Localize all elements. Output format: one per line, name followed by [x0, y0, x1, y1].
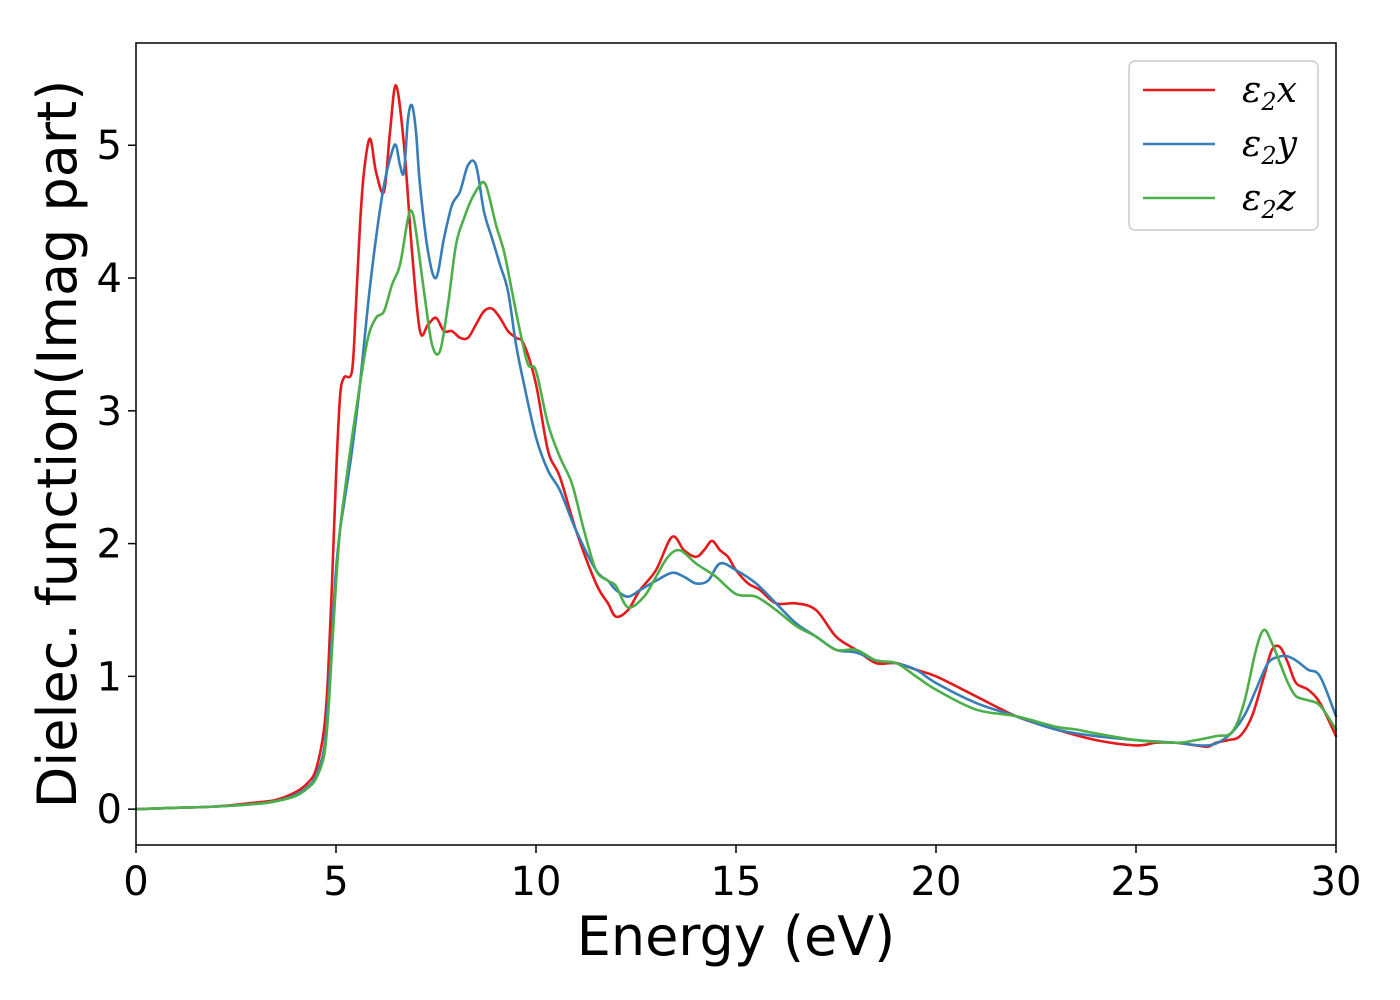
x-tick-label: 25: [1111, 859, 1162, 905]
series-line-z: [134, 180, 1338, 811]
legend: ε2x ε2y ε2z: [1128, 60, 1319, 231]
x-tick-label: 10: [511, 859, 562, 905]
legend-entries: ε2x ε2y ε2z: [1143, 70, 1298, 224]
legend-box: [1128, 60, 1319, 231]
x-tick-label: 20: [911, 859, 962, 905]
x-tick-label: 15: [711, 859, 762, 905]
y-tick-label: 5: [97, 123, 122, 169]
series-layer: [134, 84, 1338, 811]
legend-label-y: ε2y: [1242, 124, 1298, 170]
y-tick-label: 1: [97, 654, 122, 700]
x-tick-label: 0: [123, 859, 148, 905]
y-tick-label: 2: [97, 522, 122, 568]
y-tick-label: 3: [97, 389, 122, 435]
series-line-y: [134, 103, 1338, 811]
y-axis-title: Dielec. function(Imag part): [26, 80, 89, 809]
y-tick-label: 4: [97, 256, 122, 302]
legend-label-x: ε2x: [1242, 70, 1297, 116]
x-axis-title: Energy (eV): [577, 905, 896, 968]
x-tick-label: 5: [323, 859, 348, 905]
x-axis-ticks: 0 5 10 15 20 25 30: [123, 845, 1361, 905]
x-tick-label: 30: [1311, 859, 1362, 905]
y-tick-label: 0: [97, 787, 122, 833]
legend-label-z: ε2z: [1242, 178, 1297, 224]
y-axis-ticks: 0 1 2 3 4 5: [97, 123, 136, 833]
